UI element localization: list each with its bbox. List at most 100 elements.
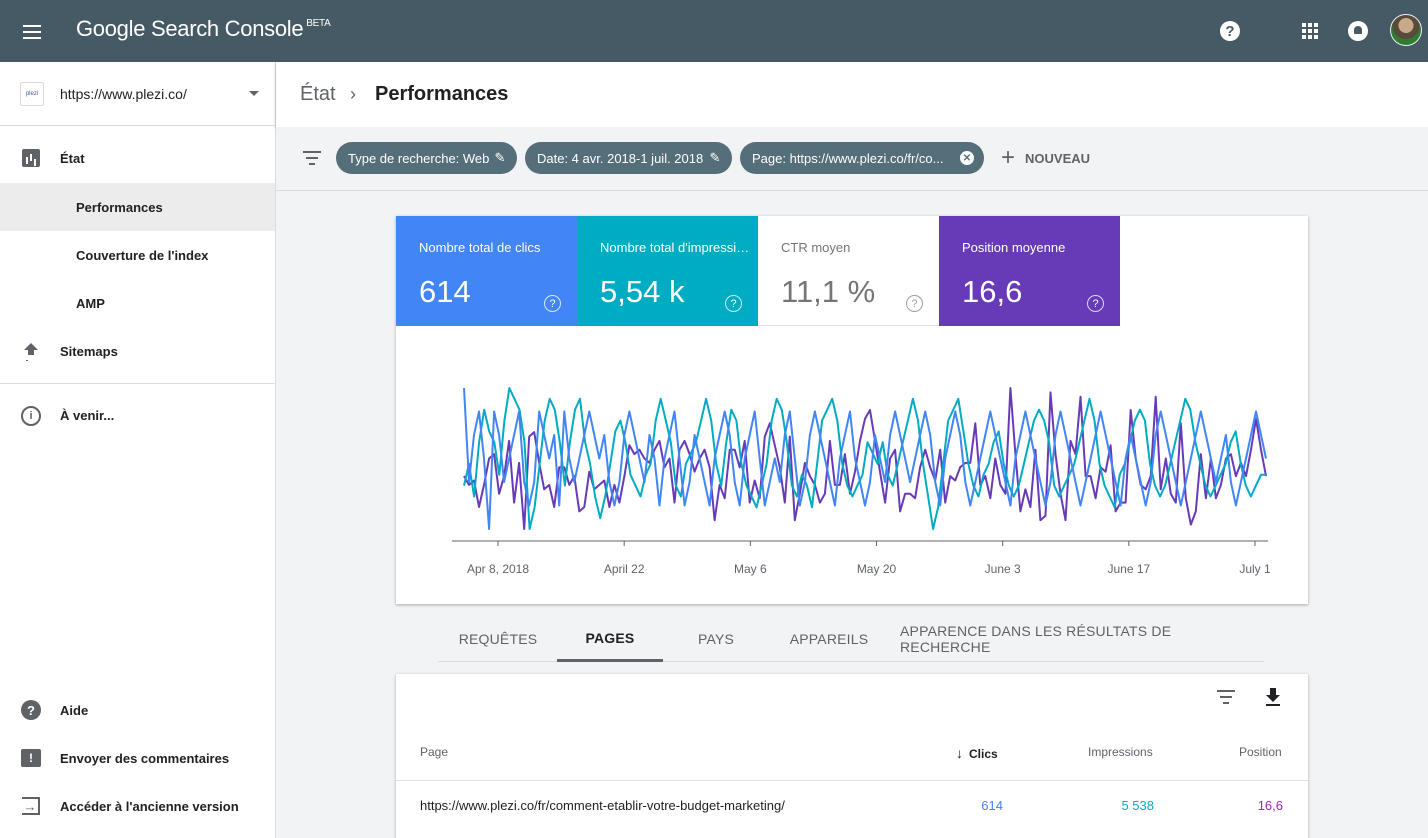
metric-label: CTR moyen — [781, 240, 851, 255]
metric-impressions[interactable]: Nombre total d'impressions 5,54 k ? — [577, 216, 758, 326]
filter-chip-date[interactable]: Date: 4 avr. 2018-1 juil. 2018 ✎ — [525, 142, 732, 174]
metric-label: Position moyenne — [962, 240, 1066, 255]
dimension-tabs: REQUÊTES PAGES PAYS APPAREILS APPARENCE … — [438, 616, 1264, 662]
series-line-2 — [463, 387, 1267, 530]
breadcrumb: État › Performances — [276, 62, 1428, 127]
metric-ctr[interactable]: CTR moyen 11,1 % ? — [758, 216, 939, 326]
chevron-down-icon — [249, 91, 259, 96]
filter-bar: Type de recherche: Web ✎ Date: 4 avr. 20… — [276, 127, 1428, 191]
row-position: 16,6 — [1257, 798, 1283, 813]
performance-chart: Apr 8, 2018 April 22 May 6 May 20 June 3 June… — [452, 387, 1271, 576]
sidebar-item-couverture[interactable]: Couverture de l'index — [0, 231, 275, 279]
menu-icon[interactable] — [20, 19, 44, 43]
sidebar-item-etat[interactable]: État — [0, 134, 275, 182]
feedback-icon: ! — [21, 748, 41, 768]
sidebar-item-label: Accéder à l'ancienne version — [60, 799, 239, 814]
app-title: Google Search Console BETA — [76, 16, 331, 42]
metric-label: Nombre total d'impressions — [600, 240, 750, 255]
performance-card: Nombre total de clics 614 ? Nombre total… — [396, 216, 1308, 604]
sidebar-item-label: Couverture de l'index — [76, 248, 209, 263]
x-tick-label: June 3 — [985, 562, 1021, 576]
edit-icon[interactable]: ✎ — [494, 150, 506, 165]
bell-icon[interactable] — [1346, 19, 1370, 43]
breadcrumb-parent[interactable]: État — [300, 83, 336, 105]
row-impressions: 5 538 — [1121, 798, 1154, 813]
metric-clicks[interactable]: Nombre total de clics 614 ? — [396, 216, 577, 326]
metric-value: 16,6 — [962, 274, 1023, 309]
apps-grid-icon[interactable] — [1298, 19, 1322, 43]
sidebar-item-feedback[interactable]: ! Envoyer des commentaires — [0, 734, 275, 782]
sidebar-item-sitemaps[interactable]: Sitemaps — [0, 327, 275, 375]
x-tick-label: July 1 — [1239, 562, 1271, 576]
metric-value: 614 — [419, 274, 471, 309]
top-app-bar: Google Search Console BETA ? — [0, 0, 1428, 62]
tab-pages[interactable]: PAGES — [557, 616, 663, 662]
column-header-position[interactable]: Position — [1239, 745, 1282, 759]
property-selector[interactable]: plezi https://www.plezi.co/ — [0, 62, 275, 126]
metric-value: 11,1 % — [781, 274, 876, 309]
chip-label: Type de recherche: Web — [348, 150, 490, 166]
tab-pays[interactable]: PAYS — [697, 631, 735, 647]
tab-apparence[interactable]: APPARENCE DANS LES RÉSULTATS DE RECHERCH… — [900, 623, 1172, 655]
chevron-right-icon: › — [350, 84, 356, 104]
sidebar: plezi https://www.plezi.co/ État Perform… — [0, 62, 276, 838]
sidebar-item-a-venir[interactable]: i À venir... — [0, 392, 275, 440]
sidebar-item-label: Performances — [76, 200, 163, 215]
divider — [0, 383, 275, 384]
close-icon[interactable]: ✕ — [960, 151, 974, 165]
help-icon: ? — [21, 700, 41, 720]
sidebar-item-aide[interactable]: ? Aide — [0, 686, 275, 734]
property-url: https://www.plezi.co/ — [60, 86, 187, 102]
sidebar-item-label: État — [60, 151, 85, 166]
filter-icon[interactable] — [303, 151, 321, 165]
avatar[interactable] — [1390, 14, 1422, 46]
help-icon[interactable]: ? — [725, 295, 742, 312]
tab-appareils[interactable]: APPAREILS — [789, 631, 869, 647]
page-title: Performances — [375, 83, 509, 105]
x-tick-label: June 17 — [1107, 562, 1150, 576]
metric-label: Nombre total de clics — [419, 240, 541, 255]
sidebar-item-old-version[interactable]: → Accéder à l'ancienne version — [0, 782, 275, 830]
sidebar-item-label: À venir... — [60, 408, 115, 423]
sidebar-item-amp[interactable]: AMP — [0, 279, 275, 327]
metric-value: 5,54 k — [600, 274, 685, 309]
plus-icon: + — [1001, 144, 1016, 171]
column-header-impressions[interactable]: Impressions — [1088, 745, 1153, 759]
chip-label: Date: 4 avr. 2018-1 juil. 2018 — [537, 150, 704, 166]
filter-chip-search-type[interactable]: Type de recherche: Web ✎ — [336, 142, 517, 174]
tab-requetes[interactable]: REQUÊTES — [458, 631, 538, 647]
series-line-0 — [463, 387, 1267, 530]
upload-icon — [21, 341, 41, 361]
exit-icon: → — [21, 796, 41, 816]
help-icon[interactable]: ? — [1087, 295, 1104, 312]
edit-icon[interactable]: ✎ — [709, 150, 721, 165]
bar-chart-icon — [21, 148, 41, 168]
help-icon[interactable]: ? — [1218, 19, 1242, 43]
column-header-clicks[interactable]: ↓ Clics — [956, 745, 998, 761]
sidebar-item-label: Aide — [60, 703, 89, 718]
sidebar-item-label: Envoyer des commentaires — [60, 751, 230, 766]
row-page-url: https://www.plezi.co/fr/comment-etablir-… — [420, 798, 785, 813]
new-filter-label: NOUVEAU — [1025, 150, 1091, 166]
metric-position[interactable]: Position moyenne 16,6 ? — [939, 216, 1120, 326]
help-icon[interactable]: ? — [906, 295, 923, 312]
sidebar-item-label: Sitemaps — [60, 344, 118, 359]
series-line-1 — [463, 387, 1266, 530]
info-icon: i — [21, 406, 41, 426]
beta-badge: BETA — [306, 18, 331, 29]
row-clicks: 614 — [981, 798, 1003, 813]
sidebar-item-label: AMP — [76, 296, 105, 311]
filter-chip-page[interactable]: Page: https://www.plezi.co/fr/co... ✕ — [740, 142, 984, 174]
table-filter-icon[interactable] — [1214, 685, 1238, 709]
app-name: Google Search Console — [76, 16, 304, 41]
help-icon[interactable]: ? — [544, 295, 561, 312]
download-icon[interactable] — [1261, 685, 1285, 709]
column-header-page[interactable]: Page — [420, 745, 449, 759]
table-row[interactable]: https://www.plezi.co/fr/comment-etablir-… — [396, 780, 1308, 829]
pages-table — [396, 674, 1308, 838]
sort-arrow-icon: ↓ — [956, 745, 963, 761]
new-filter-button[interactable]: + NOUVEAU — [1001, 142, 1090, 174]
x-tick-label: May 20 — [857, 562, 897, 576]
x-tick-label: May 6 — [734, 562, 767, 576]
sidebar-item-performances[interactable]: Performances — [0, 183, 275, 231]
